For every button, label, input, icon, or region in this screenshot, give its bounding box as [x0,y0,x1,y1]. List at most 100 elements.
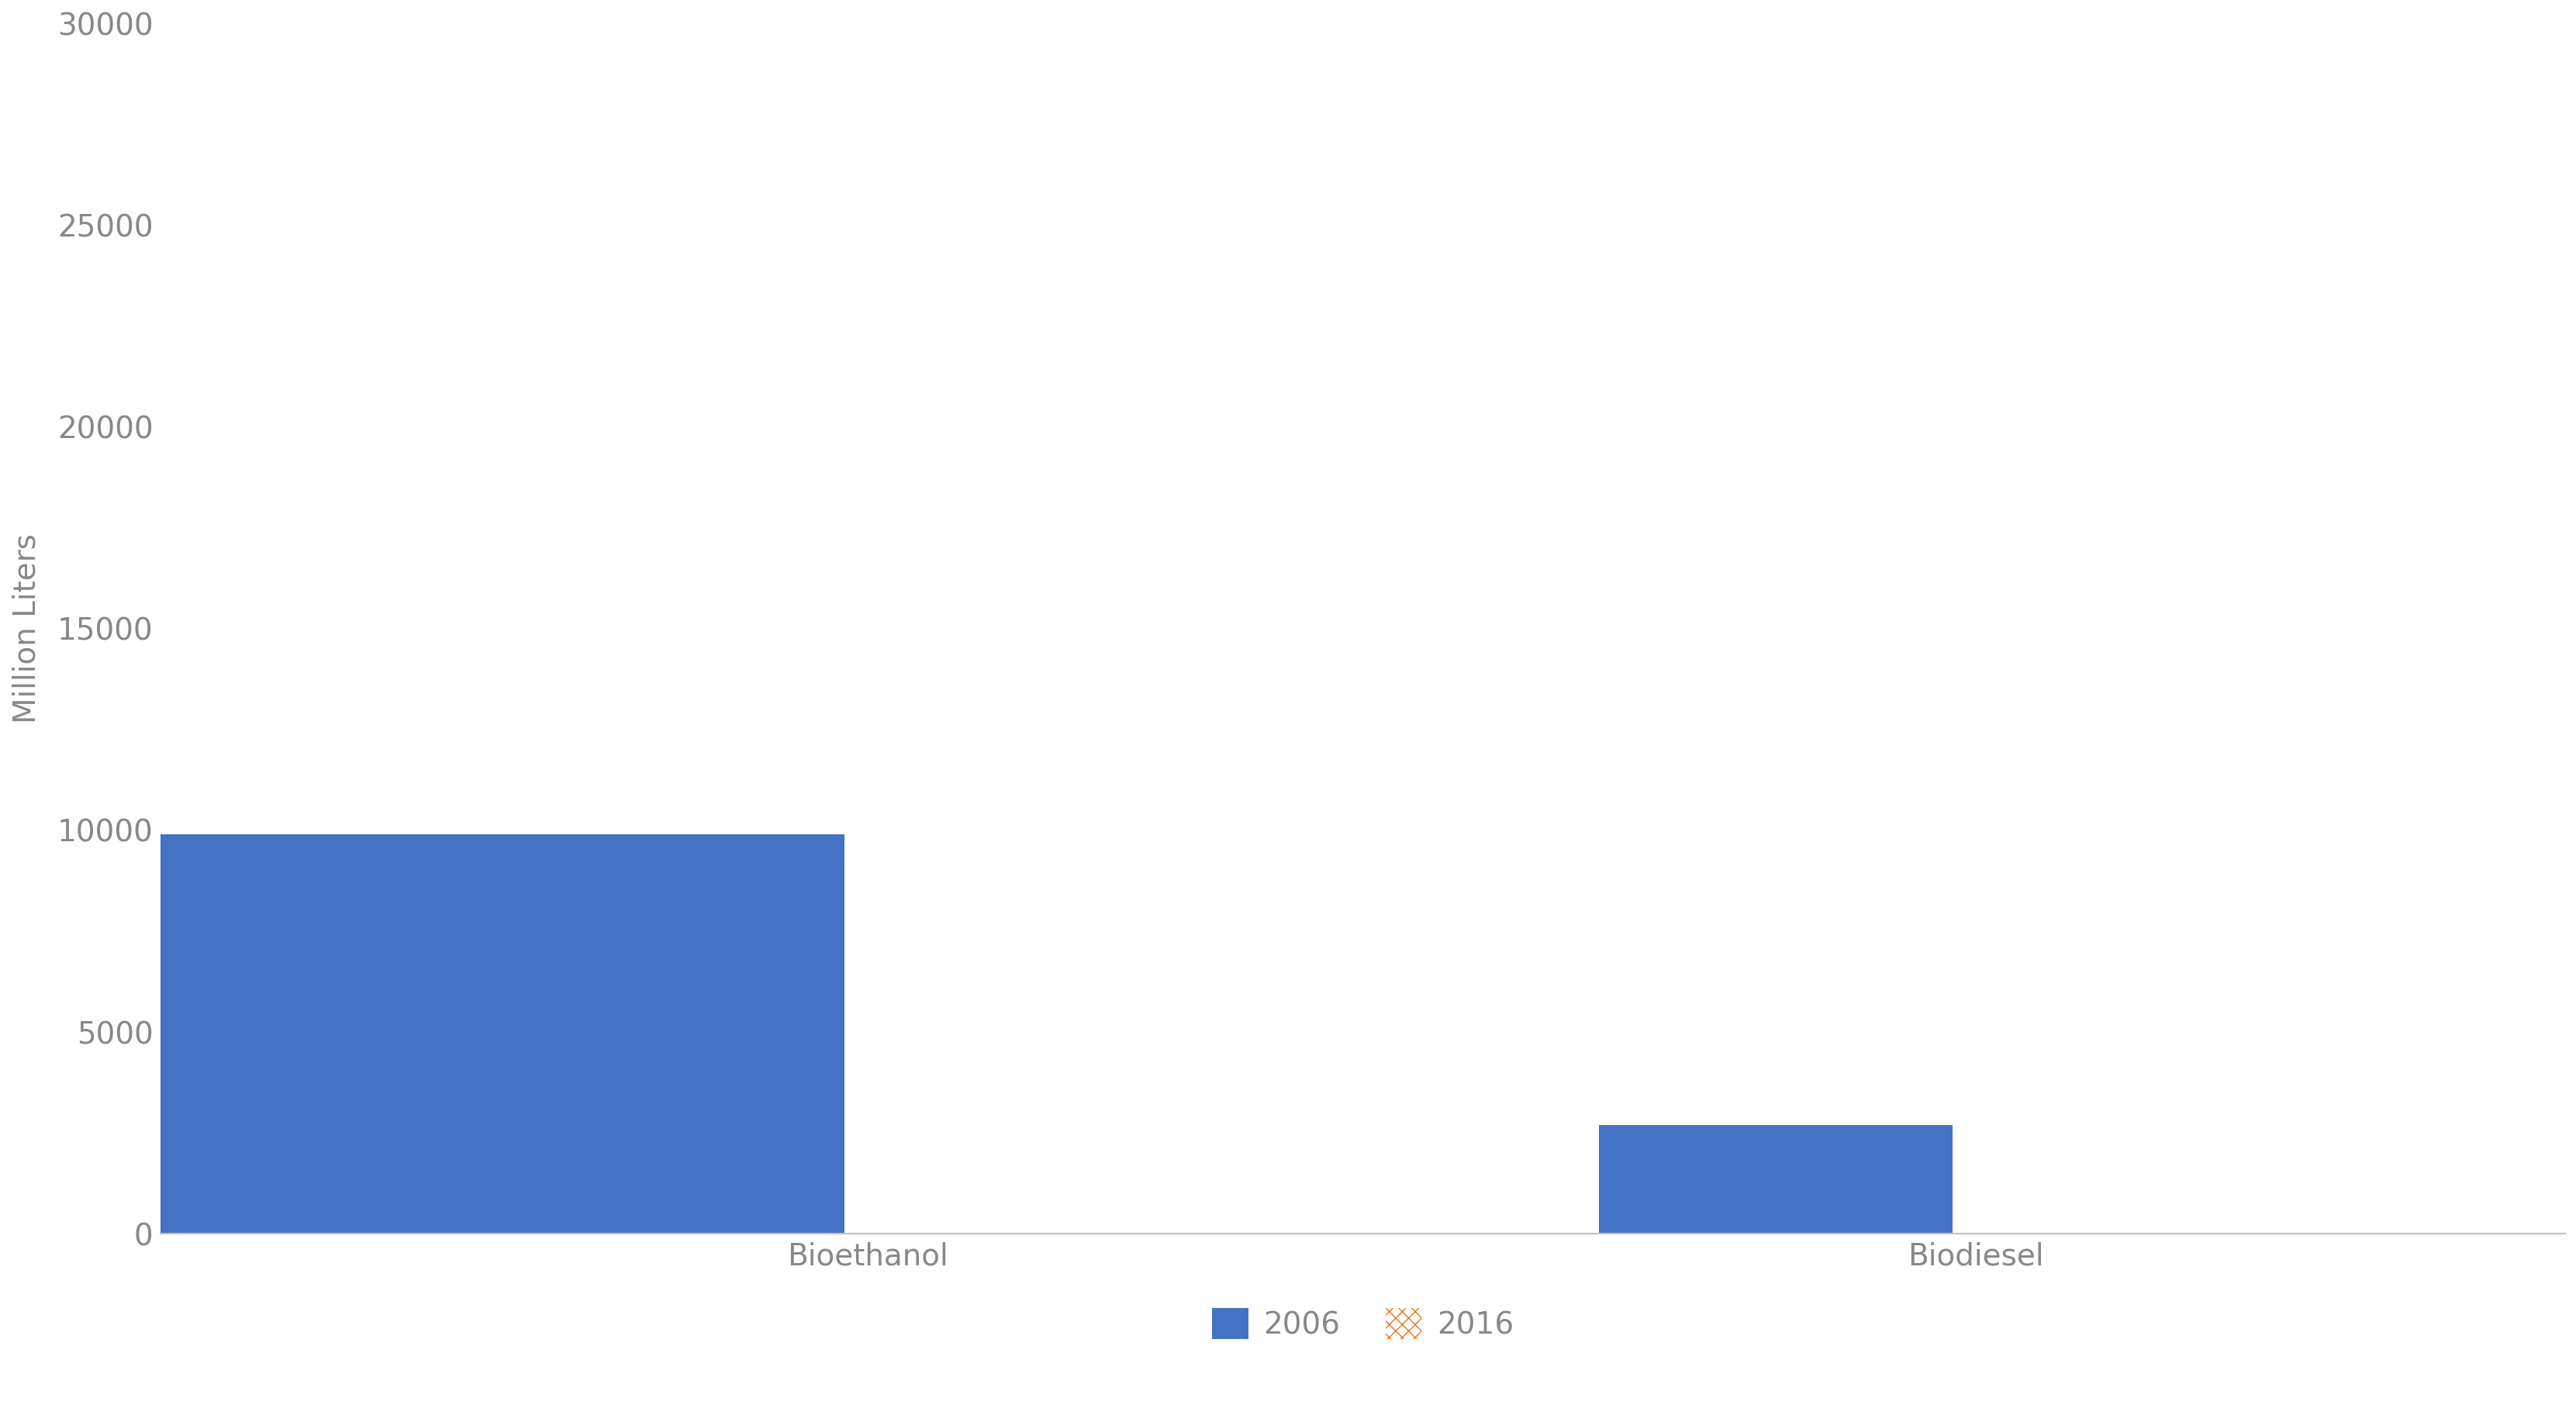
Bar [1224,809,1265,843]
Bar [1224,311,1265,347]
Bar [1556,347,1597,383]
Bar [2123,1165,2166,1199]
Bar [1059,1092,1100,1128]
Bar [1265,1163,1306,1199]
Bar [1350,1199,1391,1234]
Bar [2040,1027,2081,1061]
Bar [933,1057,974,1092]
Bar [1432,418,1473,454]
Bar [1350,525,1391,560]
Bar [974,631,1015,667]
Bar [1265,631,1306,667]
Bar [1059,347,1100,383]
Bar [1556,843,1597,879]
Bar [2499,991,2540,1027]
Bar [1182,596,1224,631]
Bar [2166,1165,2208,1199]
Bar [1100,242,1141,277]
Bar [1059,914,1100,950]
Bar [1391,985,1432,1021]
Bar [1515,809,1556,843]
Bar [1015,311,1059,347]
Bar [1350,985,1391,1021]
Bar [1515,347,1556,383]
Bar [2499,1130,2540,1165]
Bar [2249,991,2290,1027]
Bar [1350,1163,1391,1199]
Bar [2249,957,2290,991]
Bar [1100,667,1141,702]
Bar [1224,242,1265,277]
Bar [1515,596,1556,631]
Bar [1059,667,1100,702]
Bar [933,631,974,667]
Bar [1059,809,1100,843]
Bar [1182,560,1224,596]
Bar [1141,985,1182,1021]
Bar [1265,525,1306,560]
Bar [1391,809,1432,843]
Bar [1100,383,1141,418]
Bar [1432,277,1473,311]
Y-axis label: Million Liters: Million Liters [13,533,41,724]
Bar [1556,242,1597,277]
Bar [1515,489,1556,525]
Bar [2331,887,2372,921]
Bar [1391,454,1432,489]
Bar [1015,347,1059,383]
Bar [1556,1092,1597,1128]
Bar [2166,818,2208,853]
Bar [1224,454,1265,489]
Bar [2123,921,2166,957]
Bar [933,1092,974,1128]
Bar [974,667,1015,702]
Bar [1059,560,1100,596]
Bar [1265,985,1306,1021]
Bar [974,1199,1015,1234]
Bar [1306,489,1350,525]
Bar [2290,818,2331,853]
Bar [1141,667,1182,702]
Bar [1141,347,1182,383]
Bar [1999,1165,2040,1199]
Bar [1265,418,1306,454]
Bar [2540,1199,2576,1234]
Bar [1556,311,1597,347]
Bar [1015,843,1059,879]
Bar [1182,1199,1224,1234]
Bar [1182,383,1224,418]
Bar [1350,1128,1391,1163]
Bar [1265,454,1306,489]
Bar [2414,1130,2458,1165]
Bar [933,985,974,1021]
Bar [1224,277,1265,311]
Bar [2208,818,2249,853]
Bar [1432,242,1473,277]
Bar [2123,1027,2166,1061]
Bar [1182,914,1224,950]
Bar [2290,1130,2331,1165]
Bar [1432,738,1473,774]
Bar [1391,560,1432,596]
Bar [1999,1130,2040,1165]
Bar [2123,1061,2166,1095]
Bar [1015,738,1059,774]
Bar [2372,921,2414,957]
Bar [2540,957,2576,991]
Bar [974,1163,1015,1199]
Bar [2331,957,2372,991]
Bar [933,418,974,454]
Bar [1432,560,1473,596]
Bar [1473,774,1515,809]
Bar [1182,525,1224,560]
Bar [2540,818,2576,853]
Bar [1265,914,1306,950]
Bar [2540,1027,2576,1061]
Bar [2208,991,2249,1027]
Bar [1999,1199,2040,1234]
Bar [1141,418,1182,454]
Bar [1141,774,1182,809]
Bar [1350,1057,1391,1092]
Bar [1306,950,1350,985]
Bar [1556,418,1597,454]
